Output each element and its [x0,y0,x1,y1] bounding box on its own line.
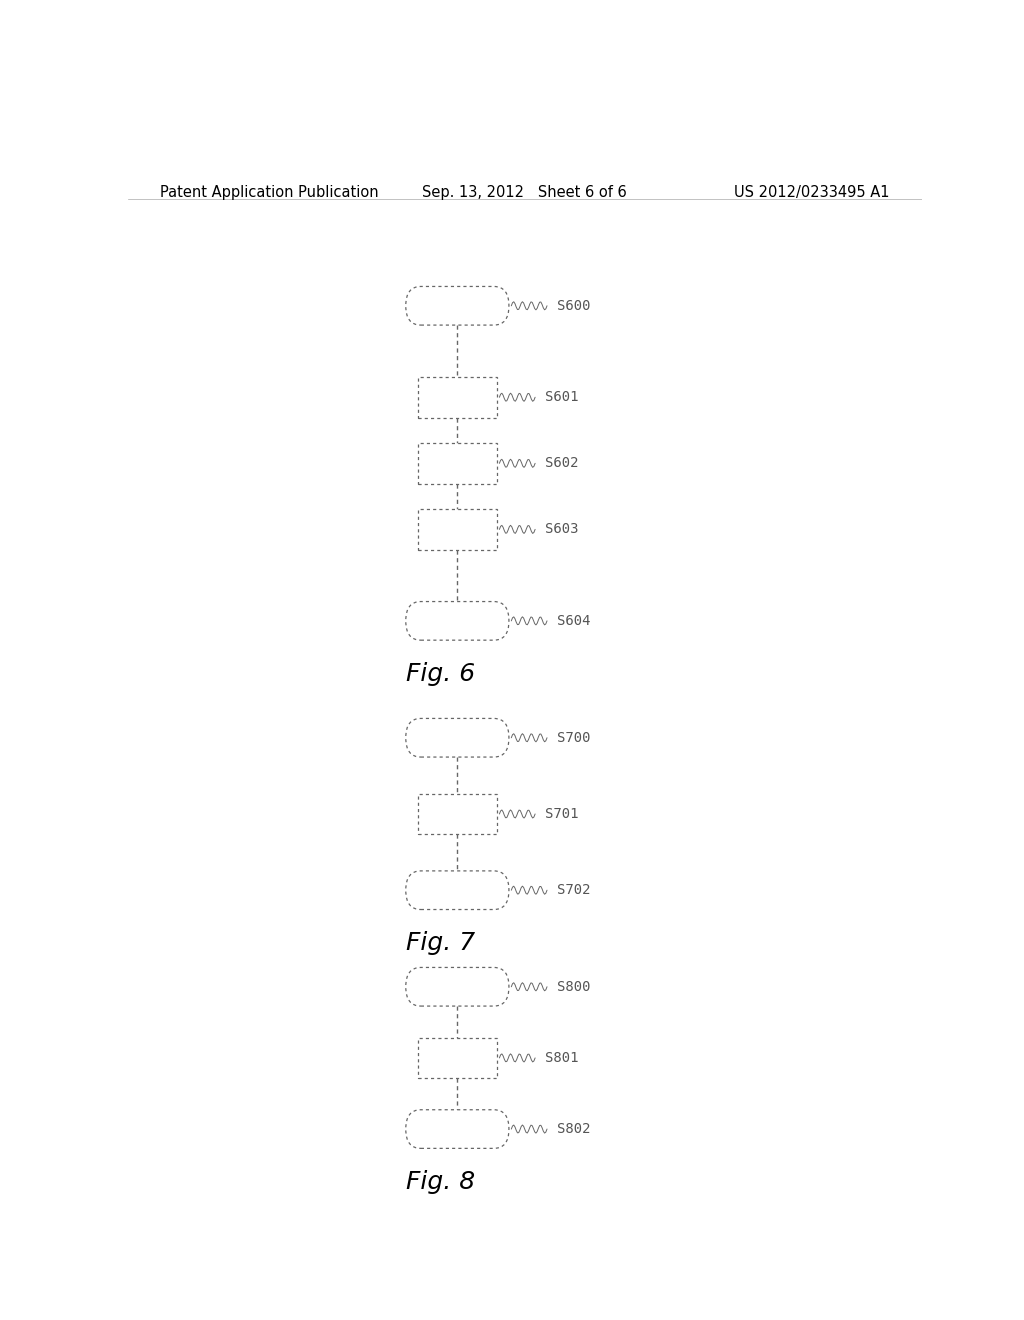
Bar [418,444,497,483]
Text: Fig. 7: Fig. 7 [406,931,475,954]
Text: Fig. 8: Fig. 8 [406,1170,475,1193]
FancyBboxPatch shape [406,718,509,758]
Text: S700: S700 [557,731,590,744]
FancyBboxPatch shape [406,968,509,1006]
Text: Patent Application Publication: Patent Application Publication [160,185,379,199]
Text: S801: S801 [545,1051,579,1065]
Text: S802: S802 [557,1122,590,1137]
FancyBboxPatch shape [406,871,509,909]
Text: S600: S600 [557,298,590,313]
Text: Fig. 6: Fig. 6 [406,661,475,685]
Text: S601: S601 [545,391,579,404]
Text: US 2012/0233495 A1: US 2012/0233495 A1 [734,185,890,199]
Text: S604: S604 [557,614,590,628]
Text: S800: S800 [557,979,590,994]
Text: Sep. 13, 2012   Sheet 6 of 6: Sep. 13, 2012 Sheet 6 of 6 [423,185,627,199]
FancyBboxPatch shape [406,286,509,325]
Text: S701: S701 [545,807,579,821]
Text: S602: S602 [545,457,579,470]
Bar [418,793,497,834]
Text: S603: S603 [545,523,579,536]
Bar [418,510,497,549]
FancyBboxPatch shape [406,1110,509,1148]
Bar [418,378,497,417]
Bar [418,1038,497,1078]
FancyBboxPatch shape [406,602,509,640]
Text: S702: S702 [557,883,590,898]
